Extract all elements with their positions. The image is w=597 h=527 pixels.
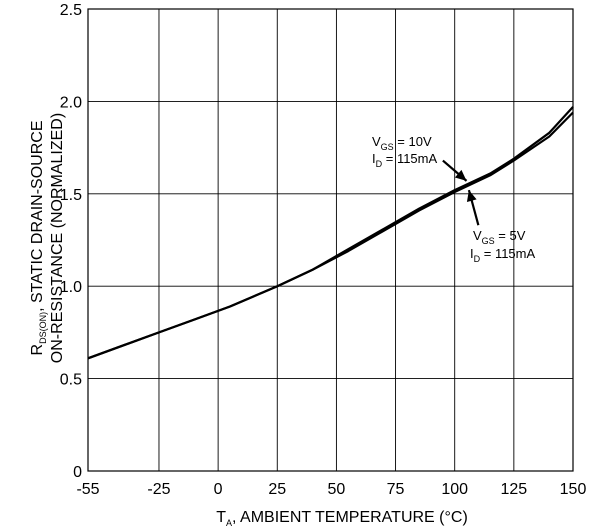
- y-tick-label: 2.0: [60, 94, 82, 111]
- x-tick-label: -55: [76, 481, 99, 498]
- x-tick-label: 100: [441, 481, 468, 498]
- x-axis-label: TA, AMBIENT TEMPERATURE (°C): [216, 509, 468, 527]
- x-tick-label: 75: [387, 481, 405, 498]
- x-tick-label: 0: [214, 481, 223, 498]
- y-tick-label: 0: [73, 464, 82, 481]
- series-line-2: [87, 111, 574, 360]
- y-tick-label: 0.5: [60, 372, 82, 389]
- series-group: [87, 106, 574, 360]
- x-tick-label: 125: [501, 481, 528, 498]
- annotation-vgs-10v-line2: ID = 115mA: [372, 151, 437, 169]
- annotation-vgs-5v-line2: ID = 115mA: [470, 246, 535, 264]
- annotation-vgs-10v: VGS = 10V ID = 115mA: [372, 134, 437, 169]
- x-tick-label: 150: [560, 481, 587, 498]
- y-tick-label: 1.5: [60, 187, 82, 204]
- annotation-vgs-5v: VGS = 5V ID = 115mA: [470, 228, 535, 264]
- x-tick-label: 25: [268, 481, 286, 498]
- y-axis-label-line2: ON-RESISTANCE (NORMALIZED): [49, 113, 66, 363]
- annotation-arrows: [442, 159, 480, 226]
- grid: [87, 8, 574, 472]
- annotation-arrow-head-2: [466, 190, 477, 203]
- y-axis-label-line1: RDS(ON), STATIC DRAIN-SOURCE: [29, 121, 48, 356]
- x-tick-label: -25: [147, 481, 170, 498]
- annotation-arrow-head-1: [454, 169, 467, 181]
- x-tick-label: 50: [328, 481, 346, 498]
- tick-labels: -55 -25 0 25 50 75 100 125 150 0 0.5 1.0 1.5 2.0 2.5: [60, 2, 587, 498]
- y-tick-label: 2.5: [60, 2, 82, 19]
- annotation-vgs-5v-line1: VGS = 5V: [473, 228, 526, 246]
- y-tick-label: 1.0: [60, 279, 82, 296]
- annotation-vgs-10v-line1: VGS = 10V: [372, 134, 432, 152]
